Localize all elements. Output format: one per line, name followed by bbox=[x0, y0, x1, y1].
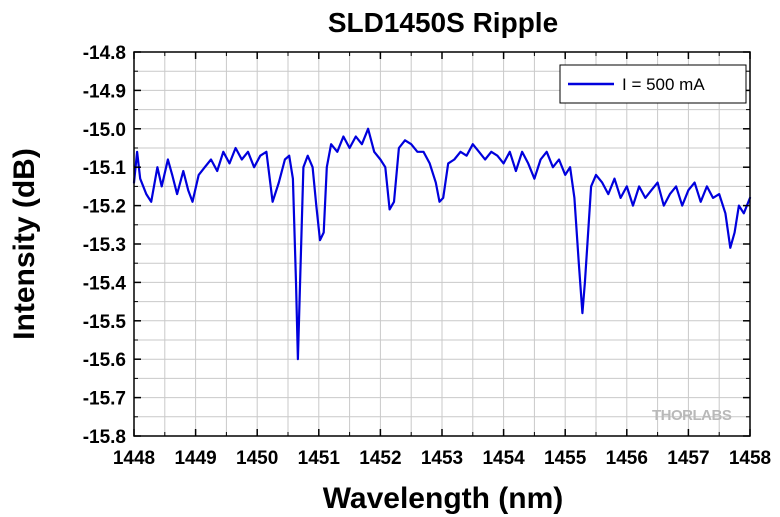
x-tick-label: 1458 bbox=[729, 448, 771, 469]
x-tick-label: 1448 bbox=[113, 448, 155, 469]
chart-title: SLD1450S Ripple bbox=[328, 7, 558, 38]
y-tick-label: -15.7 bbox=[83, 389, 126, 410]
y-tick-label: -15.5 bbox=[83, 312, 127, 333]
y-tick-label: -15.2 bbox=[83, 197, 126, 218]
x-tick-label: 1449 bbox=[174, 448, 216, 469]
y-tick-label: -15.8 bbox=[83, 427, 126, 448]
y-tick-label: -15.4 bbox=[83, 273, 127, 294]
x-tick-labels: 1448 1449 1450 1451 1452 1453 1454 1455 1456 1457… bbox=[113, 448, 771, 469]
legend-label: I = 500 mA bbox=[622, 75, 705, 94]
x-tick-label: 1452 bbox=[359, 448, 401, 469]
x-tick-label: 1450 bbox=[236, 448, 278, 469]
series-layer bbox=[132, 127, 752, 361]
y-tick-label: -14.9 bbox=[83, 81, 126, 102]
y-tick-label: -15.6 bbox=[83, 350, 126, 371]
y-tick-label: -15.1 bbox=[83, 158, 127, 179]
x-tick-label: 1454 bbox=[482, 448, 525, 469]
x-tick-label: 1457 bbox=[667, 448, 709, 469]
x-tick-label: 1451 bbox=[298, 448, 341, 469]
x-tick-label: 1455 bbox=[544, 448, 587, 469]
series-line-0 bbox=[132, 127, 752, 361]
y-tick-label: -15.0 bbox=[83, 120, 126, 141]
x-axis-title: Wavelength (nm) bbox=[323, 482, 564, 515]
y-axis-title: Intensity (dB) bbox=[8, 148, 41, 340]
y-tick-labels: -14.8 -14.9 -15.0 -15.1 -15.2 -15.3 -15.4 -15.5… bbox=[83, 43, 127, 448]
legend: I = 500 mA bbox=[559, 64, 747, 104]
x-tick-label: 1456 bbox=[606, 448, 648, 469]
thorlabs-logo: THORLABS bbox=[652, 407, 732, 424]
grid-lines bbox=[133, 51, 751, 437]
y-tick-label: -14.8 bbox=[83, 43, 126, 64]
x-tick-label: 1453 bbox=[421, 448, 463, 469]
y-tick-label: -15.3 bbox=[83, 235, 126, 256]
